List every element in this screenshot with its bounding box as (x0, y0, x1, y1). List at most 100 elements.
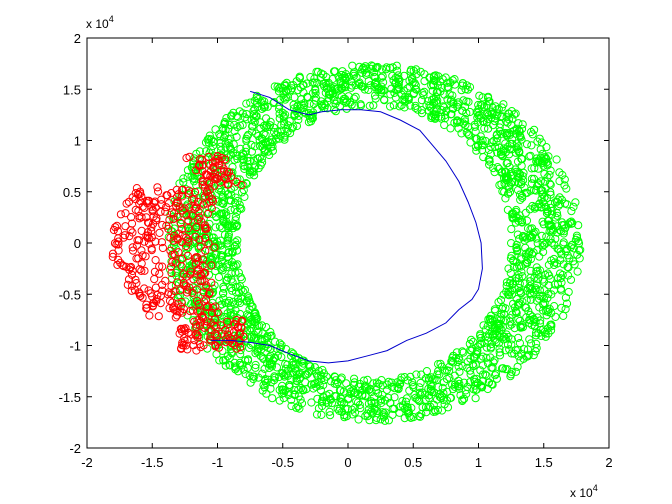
green-point (429, 106, 438, 115)
green-point (259, 354, 268, 364)
green-point (230, 242, 240, 251)
green-point (448, 91, 457, 100)
red-point (157, 238, 166, 247)
green-point (298, 385, 307, 394)
green-point (396, 379, 405, 388)
green-point (503, 158, 512, 167)
green-point (410, 78, 419, 88)
green-point (534, 200, 544, 209)
green-point (340, 399, 349, 408)
green-point (552, 155, 561, 164)
green-point (411, 103, 420, 113)
green-point (379, 409, 388, 418)
green-point (349, 69, 358, 79)
green-point (400, 103, 409, 112)
green-point (262, 114, 271, 123)
green-point (554, 245, 563, 254)
green-point (522, 313, 531, 322)
green-point (296, 83, 305, 92)
green-point (490, 114, 499, 123)
green-point (238, 361, 247, 370)
green-point (326, 90, 335, 99)
red-point (197, 313, 206, 322)
red-point (237, 317, 246, 326)
red-point (177, 297, 186, 307)
green-point (308, 89, 318, 98)
green-point (251, 363, 260, 372)
red-point (169, 302, 178, 311)
red-point (184, 224, 193, 233)
green-point (460, 114, 469, 124)
green-point (547, 322, 556, 331)
red-point (184, 216, 193, 225)
green-point (242, 143, 251, 152)
y-tick-label: -1.5 (59, 390, 81, 405)
green-point (306, 111, 316, 120)
red-point (221, 175, 230, 184)
green-point (528, 285, 537, 294)
green-point (233, 154, 242, 163)
green-point (395, 408, 404, 417)
green-point (410, 89, 419, 98)
green-point (473, 113, 482, 122)
green-point (408, 378, 417, 387)
green-point (477, 141, 486, 150)
green-point (409, 413, 418, 422)
red-point (179, 270, 188, 279)
green-point (475, 110, 484, 119)
green-point (316, 73, 325, 82)
green-point (232, 221, 241, 230)
green-points-layer (164, 61, 585, 425)
green-point (532, 267, 541, 276)
green-point (377, 73, 386, 82)
green-point (405, 76, 414, 85)
green-point (351, 80, 360, 90)
green-point (232, 240, 241, 249)
green-point (495, 123, 504, 132)
green-point (541, 332, 550, 341)
green-point (244, 356, 253, 365)
green-point (225, 248, 234, 257)
green-point (183, 166, 192, 175)
red-point (229, 328, 238, 337)
green-point (534, 329, 543, 338)
green-point (510, 303, 519, 312)
green-point (204, 134, 213, 144)
green-point (511, 346, 521, 355)
green-point (520, 345, 529, 354)
green-point (516, 132, 525, 141)
red-point (173, 198, 182, 207)
green-point (422, 101, 431, 110)
green-point (482, 353, 491, 362)
green-point (508, 310, 517, 319)
green-point (220, 118, 229, 127)
green-point (412, 65, 421, 74)
green-point (355, 400, 364, 410)
green-point (345, 385, 354, 394)
green-point (230, 358, 239, 367)
green-point (317, 398, 326, 407)
green-point (340, 410, 349, 420)
green-point (490, 330, 499, 339)
green-point (417, 109, 427, 118)
red-point (182, 153, 191, 163)
green-point (501, 346, 510, 355)
green-point (489, 164, 498, 173)
green-point (305, 99, 314, 108)
green-point (188, 230, 197, 239)
green-point (496, 295, 506, 305)
green-point (379, 86, 388, 95)
y-tick-label: 0 (74, 236, 81, 251)
green-point (562, 184, 571, 193)
green-point (347, 405, 357, 414)
green-point (217, 253, 226, 262)
green-point (460, 394, 469, 403)
green-point (315, 381, 324, 390)
green-point (291, 353, 300, 362)
green-point (278, 84, 288, 93)
green-point (255, 136, 264, 145)
green-point (465, 131, 474, 140)
green-point (211, 125, 220, 134)
red-point (191, 323, 201, 332)
green-point (485, 97, 494, 106)
